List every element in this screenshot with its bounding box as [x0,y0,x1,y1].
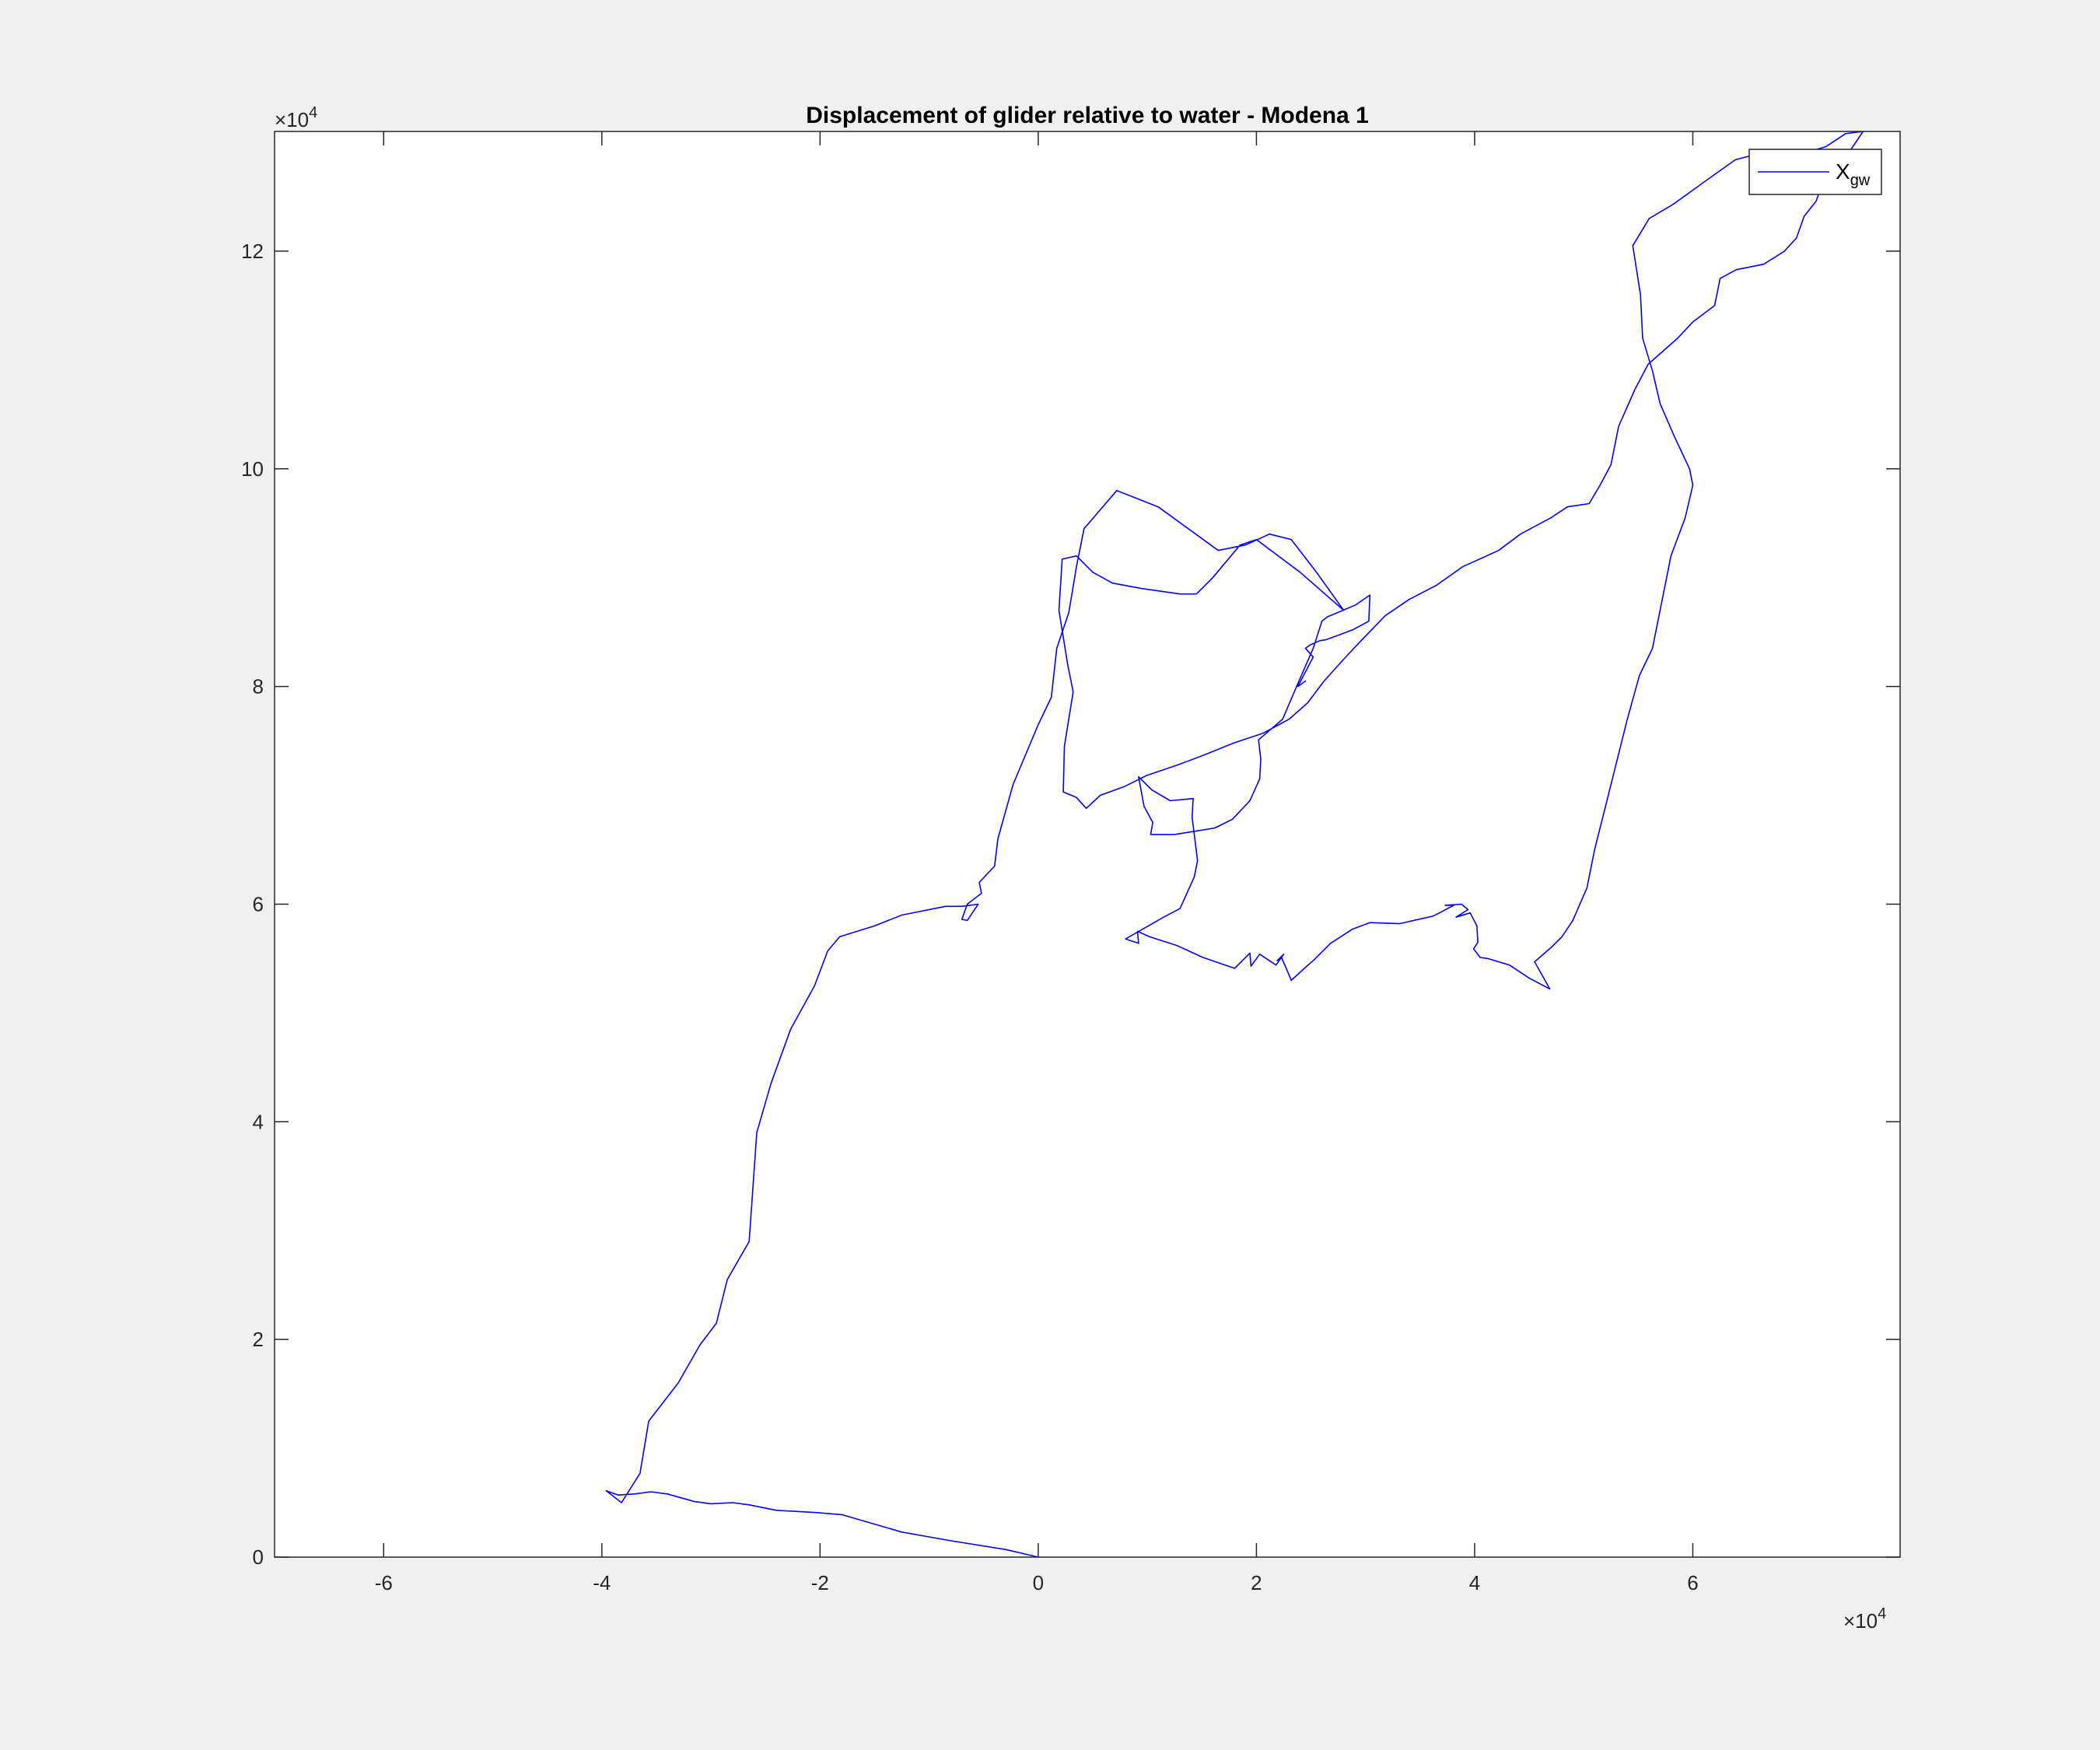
y-exponent-base: ×10 [275,108,309,131]
axes-box [274,131,1901,1558]
x-tick-label: 6 [1687,1571,1698,1594]
plot-area [605,131,1864,1558]
x-tick-label: 4 [1469,1571,1480,1594]
chart-title: Displacement of glider relative to water… [806,103,1369,128]
y-tick-label: 8 [253,675,264,698]
svg-text:×104: ×104 [275,104,317,131]
x-tick-label: 0 [1033,1571,1044,1594]
svg-text:×104: ×104 [1843,1605,1886,1633]
x-exponent: ×104 [1843,1605,1886,1633]
y-tick-label: 10 [241,457,264,481]
y-tick-label: 6 [253,892,264,915]
y-tick-label: 2 [253,1328,264,1351]
y-exponent: ×104 [275,104,317,131]
legend-label-main: X [1836,159,1850,184]
x-exponent-base: ×10 [1843,1609,1878,1633]
axes-background [275,131,1900,1557]
y-tick-label: 0 [253,1545,264,1569]
series-line-0 [605,131,1864,1558]
legend-label-subscript: gw [1850,172,1871,189]
x-tick-label: -2 [811,1571,829,1594]
x-tick-label: 2 [1251,1571,1262,1594]
x-tick-label: -4 [593,1571,611,1594]
x-tick-label: -6 [375,1571,393,1594]
y-tick-label: 4 [253,1110,264,1133]
axis-ticks: -6 -4 -2 0 2 4 6 0 2 4 6 8 10 12 [241,131,1900,1594]
legend-label: Xgw [1836,159,1871,189]
x-exponent-power: 4 [1878,1605,1886,1622]
y-tick-label: 12 [241,240,264,263]
y-exponent-power: 4 [309,104,317,121]
legend[interactable]: Xgw [1748,149,1882,195]
